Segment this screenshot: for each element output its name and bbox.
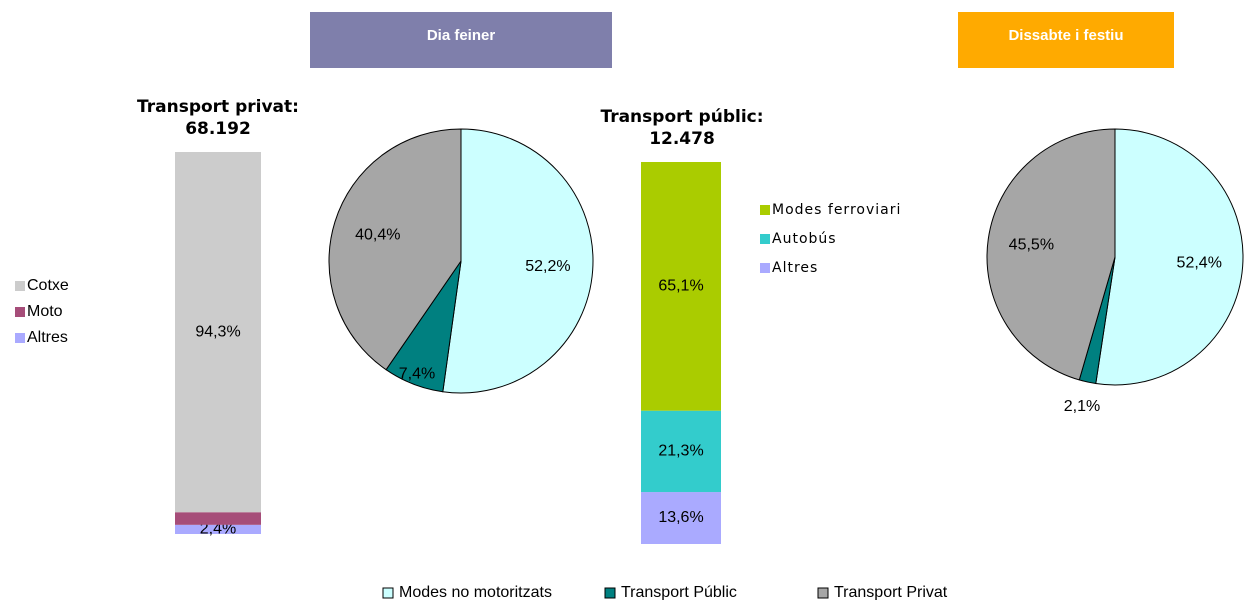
legend-label: Altres — [772, 260, 818, 276]
bar-total: 68.192 — [185, 119, 251, 139]
data-label: 7,4% — [399, 365, 435, 382]
legend-label: Transport Privat — [834, 584, 948, 600]
legend-swatch — [760, 263, 770, 273]
legend-label: Altres — [27, 329, 68, 346]
pie-slice — [986, 128, 1116, 381]
header-box — [958, 12, 1174, 68]
legend-swatch — [15, 333, 25, 343]
legend-swatch — [604, 587, 616, 599]
legend-label: Transport Públic — [621, 584, 737, 600]
data-label: 40,4% — [355, 226, 400, 243]
data-label: 2,4% — [200, 521, 236, 538]
pie-slice — [442, 128, 594, 394]
legend-label: Autobús — [772, 231, 837, 247]
pie-slice — [1095, 128, 1244, 386]
legend-swatch — [760, 234, 770, 244]
legend-swatch — [15, 281, 25, 291]
pie-slice — [328, 128, 462, 371]
legend-label: Modes no motoritzats — [399, 584, 552, 600]
legend-swatch — [760, 205, 770, 215]
data-label: 2,1% — [1064, 398, 1100, 415]
legend-label: Moto — [27, 303, 63, 320]
bar-segment — [641, 492, 721, 544]
legend-swatch — [382, 587, 394, 599]
bar-segment — [175, 524, 261, 534]
data-label: 21,3% — [658, 443, 703, 460]
data-label: 52,4% — [1177, 255, 1222, 272]
legend-swatch — [817, 587, 829, 599]
header-text: Dissabte i festiu — [1008, 27, 1123, 44]
bar-title: Transport públic: — [600, 107, 763, 127]
data-label: 94,3% — [195, 323, 240, 340]
data-label: 65,1% — [658, 278, 703, 295]
data-label: 13,6% — [658, 509, 703, 526]
legend-label: Cotxe — [27, 277, 69, 294]
bar-segment — [175, 152, 261, 513]
data-label: 45,5% — [1009, 236, 1054, 253]
legend-swatch — [15, 307, 25, 317]
bar-segment — [641, 162, 721, 411]
bar-segment — [175, 512, 261, 525]
bar-title: Transport privat: — [137, 97, 299, 117]
legend-label: Modes ferroviari — [772, 202, 901, 218]
header-box — [310, 12, 612, 68]
bar-segment — [641, 410, 721, 493]
bar-total: 12.478 — [649, 129, 715, 149]
header-text: Dia feiner — [427, 27, 496, 44]
data-label: 52,2% — [525, 258, 570, 275]
